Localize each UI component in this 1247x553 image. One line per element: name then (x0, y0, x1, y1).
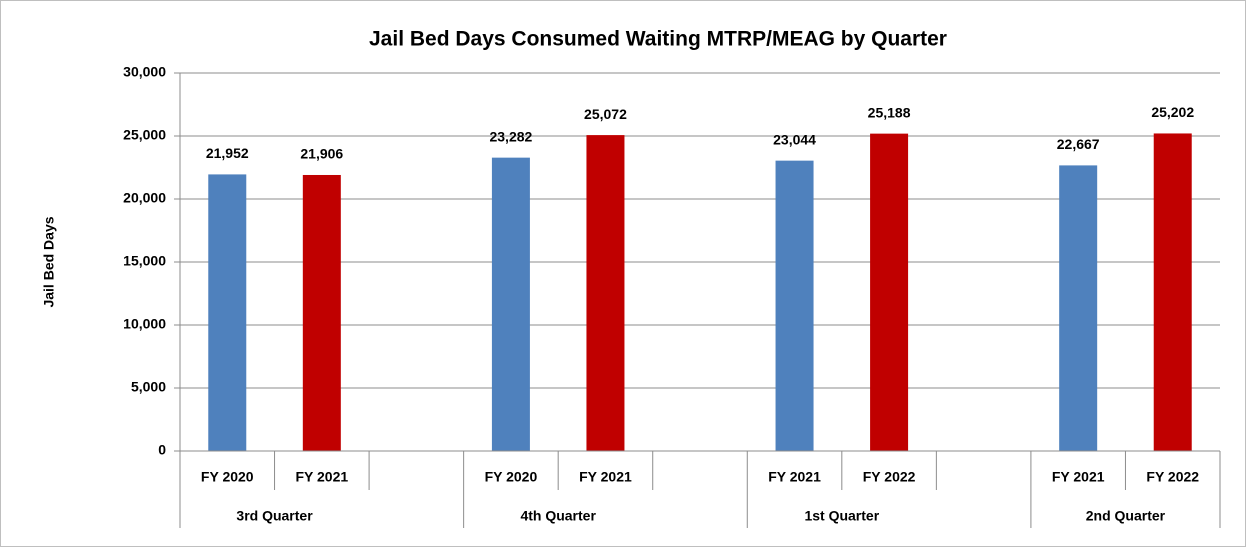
x-tick-label: FY 2021 (768, 469, 821, 485)
chart-title: Jail Bed Days Consumed Waiting MTRP/MEAG… (369, 28, 947, 51)
bar (302, 174, 341, 451)
value-label: 21,952 (206, 145, 249, 161)
value-label: 25,188 (868, 104, 911, 120)
value-label: 22,667 (1057, 136, 1100, 152)
value-label: 21,906 (300, 146, 343, 162)
bar (1059, 165, 1098, 451)
x-tick-label: FY 2021 (295, 469, 348, 485)
value-label: 25,072 (584, 106, 627, 122)
y-tick-label: 20,000 (123, 190, 166, 206)
group-label: 2nd Quarter (1086, 508, 1166, 524)
bar (1153, 133, 1192, 451)
group-label: 3rd Quarter (236, 508, 313, 524)
bar (586, 135, 625, 451)
x-tick-label: FY 2022 (863, 469, 916, 485)
x-tick-label: FY 2021 (579, 469, 632, 485)
value-label: 23,282 (489, 128, 532, 144)
y-tick-label: 5,000 (131, 379, 166, 395)
x-tick-label: FY 2020 (485, 469, 538, 485)
x-tick-label: FY 2020 (201, 469, 254, 485)
bar (775, 160, 814, 451)
x-tick-label: FY 2022 (1146, 469, 1199, 485)
bar (870, 133, 909, 451)
value-label: 25,202 (1151, 104, 1194, 120)
y-axis-label: Jail Bed Days (41, 216, 57, 307)
group-label: 4th Quarter (520, 508, 596, 524)
y-tick-label: 30,000 (123, 64, 166, 80)
bar (491, 157, 530, 452)
value-label: 23,044 (773, 131, 816, 147)
y-tick-label: 10,000 (123, 316, 166, 332)
x-tick-label: FY 2021 (1052, 469, 1105, 485)
group-label: 1st Quarter (804, 508, 879, 524)
bar (208, 174, 247, 452)
y-tick-label: 15,000 (123, 253, 166, 269)
y-tick-label: 0 (158, 442, 166, 458)
y-tick-label: 25,000 (123, 127, 166, 143)
